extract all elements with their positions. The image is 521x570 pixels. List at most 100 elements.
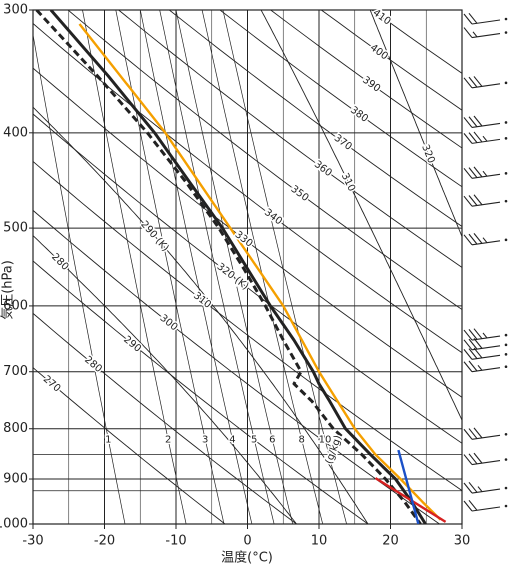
background-lines bbox=[33, 10, 462, 524]
y-tick-label: 400 bbox=[3, 125, 28, 140]
barb-station bbox=[504, 365, 508, 369]
wind-barb bbox=[463, 452, 508, 466]
x-tick-label: 20 bbox=[382, 534, 399, 549]
line-label: 5 bbox=[251, 434, 257, 445]
profile-line bbox=[78, 23, 442, 521]
barb-feather bbox=[463, 339, 473, 351]
barb-feather bbox=[473, 194, 483, 206]
barb-feather bbox=[473, 131, 483, 143]
wind-barb bbox=[463, 166, 508, 179]
y-tick-label: 800 bbox=[3, 421, 28, 436]
barb-feather bbox=[482, 332, 488, 339]
line-label: 2 bbox=[165, 434, 171, 445]
barb-feather bbox=[473, 338, 483, 349]
barb-feather bbox=[468, 329, 478, 340]
wind-barb bbox=[463, 12, 508, 25]
barb-feather bbox=[468, 481, 478, 493]
moist-adiabat bbox=[369, 10, 462, 238]
dry-adiabat bbox=[33, 312, 297, 524]
y-tick-label: 700 bbox=[3, 364, 28, 379]
wind-barb bbox=[463, 115, 508, 128]
x-axis-label: 温度(°C) bbox=[221, 550, 273, 566]
moist-adiabat bbox=[33, 106, 369, 524]
barb-feather bbox=[473, 76, 483, 87]
mixing-ratio-line bbox=[201, 10, 324, 524]
barb-feather bbox=[468, 453, 478, 465]
y-axis-label: 気圧(hPa) bbox=[0, 260, 16, 320]
dry-adiabat bbox=[67, 10, 462, 311]
barb-feather bbox=[463, 27, 473, 38]
line-label: 1 bbox=[105, 434, 111, 445]
wind-barb bbox=[463, 499, 508, 512]
barb-station bbox=[504, 432, 508, 436]
barb-station bbox=[504, 172, 508, 175]
mixing-ratio-line bbox=[115, 10, 225, 524]
y-tick-label: 900 bbox=[3, 472, 28, 487]
barb-station bbox=[504, 81, 508, 85]
barb-feather bbox=[468, 338, 478, 350]
wind-barb bbox=[463, 328, 508, 341]
barb-feather bbox=[463, 195, 473, 207]
dry-adiabat bbox=[33, 209, 440, 524]
dry-adiabat bbox=[33, 260, 369, 524]
line-label: 4 bbox=[229, 434, 235, 445]
barb-feather bbox=[463, 167, 473, 179]
line-label: 3 bbox=[202, 434, 208, 445]
barb-station bbox=[504, 486, 508, 490]
wind-barb bbox=[463, 481, 508, 494]
barb-feather bbox=[473, 328, 483, 340]
y-tick-label: 1000 bbox=[0, 517, 28, 532]
mixing-ratio-line bbox=[139, 10, 253, 524]
barb-feather bbox=[477, 486, 483, 492]
x-tick-label: -10 bbox=[165, 534, 186, 549]
wind-barb bbox=[463, 360, 508, 373]
barb-feather bbox=[473, 233, 483, 244]
profiles bbox=[35, 10, 447, 524]
barb-feather bbox=[477, 364, 483, 371]
barb-station bbox=[504, 17, 508, 21]
barb-station bbox=[504, 353, 508, 356]
moist-adiabat bbox=[260, 10, 462, 422]
barb-feather bbox=[482, 170, 488, 177]
dry-adiabat bbox=[270, 10, 462, 149]
barb-station bbox=[504, 504, 508, 508]
barb-station bbox=[504, 333, 508, 337]
barb-station bbox=[504, 31, 508, 34]
barb-station bbox=[504, 199, 508, 203]
barb-feather bbox=[463, 77, 473, 89]
barb-feather bbox=[463, 454, 473, 465]
barb-feather bbox=[463, 329, 473, 341]
dry-adiabat bbox=[219, 10, 462, 188]
barb-feather bbox=[473, 166, 483, 178]
barb-feather bbox=[463, 117, 473, 128]
wind-barb bbox=[463, 131, 508, 144]
dry-adiabat bbox=[33, 367, 226, 524]
barb-feather bbox=[463, 361, 473, 373]
x-tick-label: 30 bbox=[454, 534, 471, 549]
barb-feather bbox=[468, 428, 478, 439]
barb-feather bbox=[468, 76, 478, 88]
mixing-ratio-line bbox=[82, 10, 187, 524]
x-tick-label: -30 bbox=[22, 534, 43, 549]
dry-adiabat bbox=[321, 10, 462, 111]
barb-feather bbox=[468, 167, 478, 178]
wind-barb bbox=[463, 233, 508, 246]
mixing-ratio-line bbox=[175, 10, 294, 524]
dry-adiabat bbox=[33, 160, 462, 492]
dry-adiabat bbox=[33, 22, 462, 354]
wind-barb bbox=[463, 427, 508, 440]
barb-feather bbox=[463, 349, 473, 360]
barb-feather bbox=[473, 452, 483, 464]
barb-feather bbox=[473, 427, 483, 439]
wind-barb bbox=[463, 347, 508, 360]
barb-feather bbox=[472, 31, 478, 38]
x-tick-label: 0 bbox=[243, 534, 251, 549]
barb-feather bbox=[482, 237, 488, 244]
profile-line bbox=[35, 10, 422, 524]
mixing-ratio-line bbox=[33, 32, 126, 524]
barb-feather bbox=[463, 500, 473, 512]
profile-line bbox=[397, 449, 420, 524]
wind-barb bbox=[463, 338, 508, 351]
barb-station bbox=[504, 458, 508, 461]
line-label: 10 bbox=[319, 434, 332, 445]
